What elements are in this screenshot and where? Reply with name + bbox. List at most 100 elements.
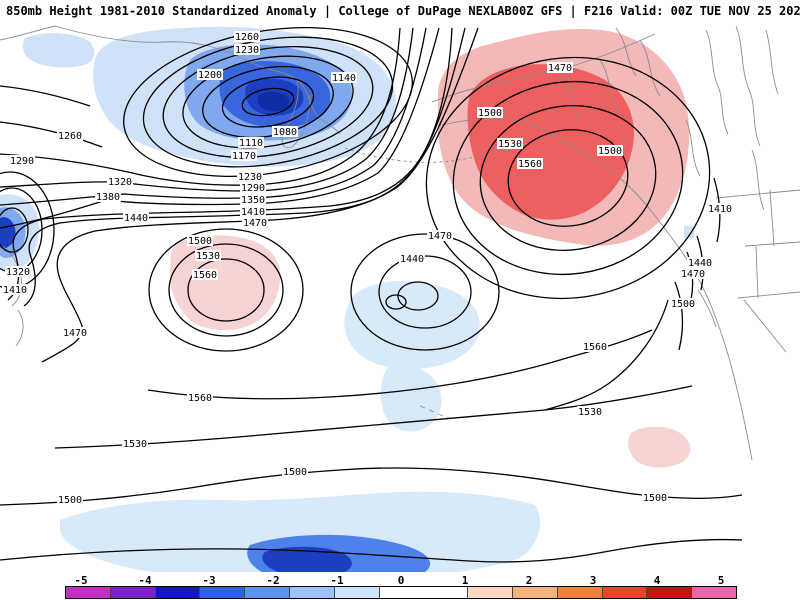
contour-label-box xyxy=(9,155,35,166)
coastline-aleutians xyxy=(344,143,529,163)
colorbar-ticks: -5 -4 -3 -2 -1 0 1 2 3 4 5 xyxy=(65,574,737,587)
contour-label-box xyxy=(192,269,218,280)
terrain-lines xyxy=(559,25,779,211)
model-valid-info: 00Z GFS | F216 Valid: 00Z TUE NOV 25 202… xyxy=(511,4,800,18)
contour-label-box xyxy=(240,194,266,205)
contour-label-box xyxy=(497,138,523,149)
contour-label: 1530 xyxy=(498,139,522,150)
contour-label-box xyxy=(517,158,543,169)
contour-label: 1500 xyxy=(643,493,667,504)
contour-label-box xyxy=(477,107,503,118)
contour-label-box xyxy=(2,284,28,295)
colorbar-tick-label: 1 xyxy=(461,574,469,587)
contour-label: 1320 xyxy=(108,177,132,188)
contour-label: 1560 xyxy=(518,159,542,170)
contour-ring xyxy=(397,281,439,311)
colorbar-tick-label: -3 xyxy=(202,574,216,587)
contour-label: 1380 xyxy=(96,192,120,203)
contour-label: 1470 xyxy=(243,218,267,229)
contour-label-box xyxy=(272,126,298,137)
anomaly-fill-negative-dark xyxy=(0,217,16,249)
colorbar-tick-label: -4 xyxy=(138,574,152,587)
contour-label: 1560 xyxy=(188,393,212,404)
contour-label-box xyxy=(707,203,733,214)
contour-label-box xyxy=(231,150,257,161)
contour-lines xyxy=(0,26,743,563)
contour-label: 1140 xyxy=(332,73,356,84)
contour-label-box xyxy=(282,466,308,477)
colorbar-tick-label: 0 xyxy=(397,574,405,587)
contour-label-box xyxy=(242,217,268,228)
contour-label-box xyxy=(331,72,357,83)
coastline-siberia xyxy=(0,25,341,135)
colorbar-segment xyxy=(691,587,736,598)
colorbar-segment xyxy=(66,587,110,598)
coastline-alaska-south xyxy=(437,118,653,213)
contour-ring xyxy=(0,207,29,253)
contour-label: 1500 xyxy=(188,236,212,247)
contour-label-box xyxy=(577,406,603,417)
contour-line xyxy=(674,281,684,351)
contour-line xyxy=(544,299,669,411)
anomaly-fill-negative-light xyxy=(22,33,95,68)
contour-label-box xyxy=(107,176,133,187)
anomaly-fill-negative-core xyxy=(262,546,352,578)
colorbar-segment xyxy=(109,587,155,598)
colorbar-legend: -5 -4 -3 -2 -1 0 1 2 3 4 5 xyxy=(65,574,737,600)
contour-label-box xyxy=(187,392,213,403)
contour-label: 1410 xyxy=(241,207,265,218)
contour-line xyxy=(0,467,743,506)
contour-label: 1560 xyxy=(583,342,607,353)
contour-label-box xyxy=(240,182,266,193)
colorbar-segment xyxy=(244,587,289,598)
colorbar-segment xyxy=(467,587,512,598)
contour-ring xyxy=(187,258,265,322)
contour-label: 1320 xyxy=(6,267,30,278)
contour-label: 1290 xyxy=(241,183,265,194)
colorbar-tick-label: 5 xyxy=(717,574,725,587)
contour-label: 1350 xyxy=(241,195,265,206)
colorbar-segment xyxy=(601,587,647,598)
contour-label: 1440 xyxy=(400,254,424,265)
contour-label: 1530 xyxy=(578,407,602,418)
contour-ring xyxy=(148,228,304,352)
contour-label: 1200 xyxy=(198,70,222,81)
contour-line xyxy=(41,27,479,363)
colorbar-tick-label: 3 xyxy=(589,574,597,587)
contour-label: 1410 xyxy=(3,285,27,296)
contour-label-box xyxy=(670,298,696,309)
contour-label-box xyxy=(197,69,223,80)
anomaly-fills xyxy=(0,26,694,584)
contour-label: 1530 xyxy=(196,251,220,262)
contour-line xyxy=(54,385,693,449)
contour-label: 1110 xyxy=(239,138,263,149)
contour-label: 1170 xyxy=(232,151,256,162)
contour-rings-low xyxy=(123,26,413,178)
contour-label-box xyxy=(237,171,263,182)
contour-label-box xyxy=(582,341,608,352)
contour-label: 1470 xyxy=(548,63,572,74)
coastline-alaska-north xyxy=(431,33,656,103)
contour-line xyxy=(0,85,91,107)
contour-label: 1500 xyxy=(671,299,695,310)
contour-label-box xyxy=(5,266,31,277)
contour-label: 1560 xyxy=(193,270,217,281)
anomaly-fill-positive-strong xyxy=(467,64,634,220)
contour-label-box xyxy=(122,438,148,449)
contour-line xyxy=(0,121,103,148)
contour-label: 1440 xyxy=(688,258,712,269)
contour-line xyxy=(7,27,453,301)
coastline-north-america xyxy=(651,211,753,461)
colorbar-tick-label: 4 xyxy=(653,574,661,587)
contour-label-box xyxy=(240,206,266,217)
contour-ring xyxy=(350,233,500,351)
colorbar-segment xyxy=(378,587,468,598)
contour-label-box xyxy=(62,327,88,338)
contour-label: 1260 xyxy=(58,131,82,142)
contour-label: 1410 xyxy=(708,204,732,215)
colorbar-segment xyxy=(556,587,602,598)
contour-label: 1230 xyxy=(235,45,259,56)
anomaly-fill-negative-pale xyxy=(684,226,694,238)
contour-label: 1500 xyxy=(478,108,502,119)
